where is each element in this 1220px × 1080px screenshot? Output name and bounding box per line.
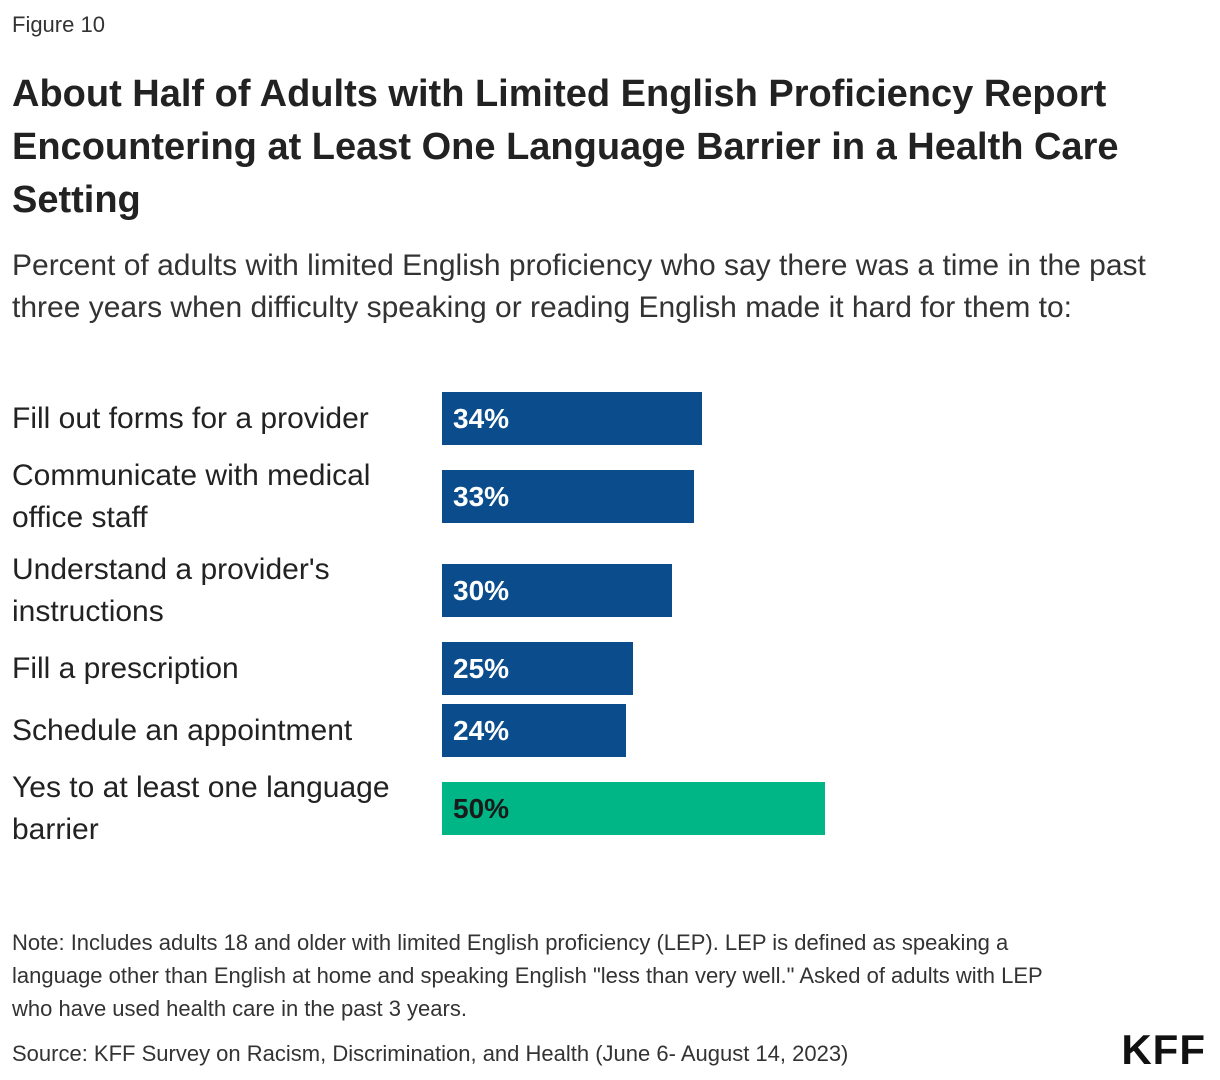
data-label: 30% <box>453 575 510 606</box>
chart-title: About Half of Adults with Limited Englis… <box>12 73 1119 221</box>
data-label: 25% <box>453 653 510 684</box>
data-label: 33% <box>453 481 510 512</box>
bar <box>442 392 702 445</box>
bar <box>442 704 626 757</box>
category-label: Yes to at least one language barrier <box>12 771 390 846</box>
chart-subtitle: Percent of adults with limited English p… <box>12 249 1146 324</box>
kff-logo: KFF <box>1121 1026 1206 1073</box>
bar <box>442 564 672 617</box>
data-label: 34% <box>453 403 510 434</box>
category-label: Fill out forms for a provider <box>12 401 369 435</box>
data-label: 24% <box>453 715 510 746</box>
category-label: Fill a prescription <box>12 651 239 685</box>
chart-source: Source: KFF Survey on Racism, Discrimina… <box>12 1041 849 1066</box>
data-label: 50% <box>453 793 510 824</box>
category-label: Understand a provider's instructions <box>12 553 330 628</box>
bar <box>442 470 694 523</box>
bar <box>442 642 633 695</box>
category-label: Schedule an appointment <box>12 713 353 747</box>
figure-label: Figure 10 <box>12 12 105 37</box>
category-label: Communicate with medical office staff <box>12 459 371 534</box>
chart-note: Note: Includes adults 18 and older with … <box>12 930 1043 1021</box>
bar <box>442 782 825 835</box>
